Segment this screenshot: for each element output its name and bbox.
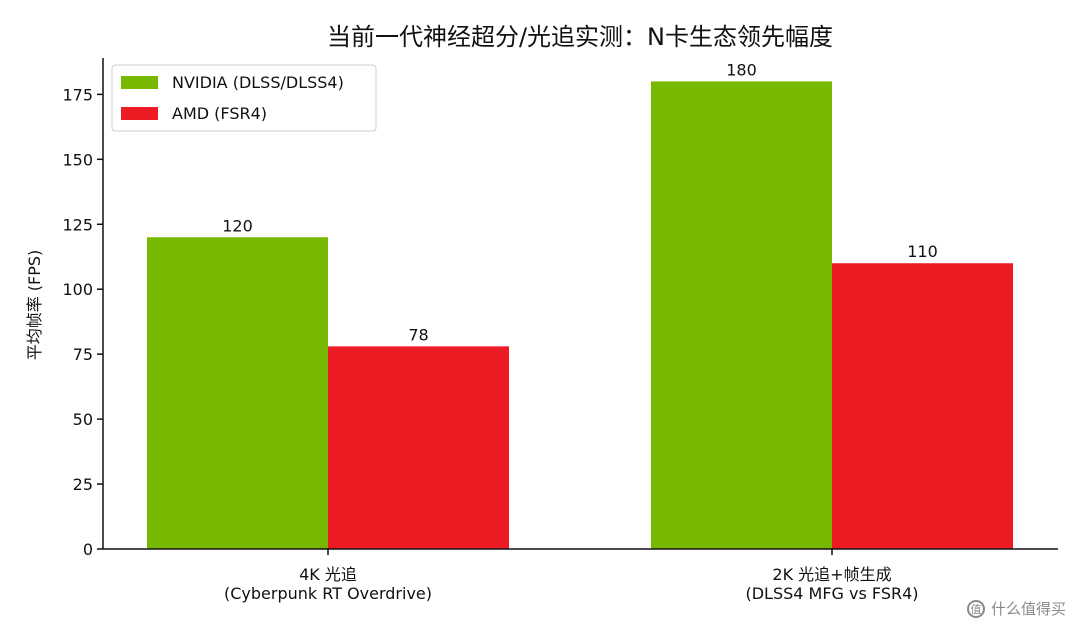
legend-label: NVIDIA (DLSS/DLSS4) [172, 73, 344, 92]
data-label: 110 [907, 242, 938, 261]
y-tick-label: 25 [73, 475, 93, 494]
data-label: 180 [726, 60, 757, 79]
legend-label: AMD (FSR4) [172, 104, 267, 123]
y-tick-label: 100 [62, 280, 93, 299]
y-axis-label: 平均帧率 (FPS) [25, 250, 44, 361]
chart-title: 当前一代神经超分/光追实测：N卡生态领先幅度 [327, 23, 833, 51]
legend: NVIDIA (DLSS/DLSS4) AMD (FSR4) [111, 64, 377, 132]
zhide-icon: 值 [966, 599, 985, 618]
y-tick-label: 50 [73, 410, 93, 429]
bar-amd [832, 263, 1013, 549]
legend-swatch [121, 76, 158, 89]
bar-amd [328, 346, 509, 549]
y-tick-label: 175 [62, 85, 93, 104]
y-tick-label: 150 [62, 150, 93, 169]
bar-nvidia [651, 81, 832, 549]
x-tick-label: (Cyberpunk RT Overdrive) [224, 584, 432, 603]
x-tick-label: 4K 光追 [299, 565, 357, 584]
y-tick-label: 125 [62, 215, 93, 234]
watermark-text: 什么值得买 [990, 600, 1066, 618]
y-tick-label: 0 [83, 540, 93, 559]
category-labels: 4K 光追(Cyberpunk RT Overdrive) 2K 光追+帧生成(D… [224, 549, 919, 603]
data-labels: 120 180 78 110 [222, 60, 938, 344]
legend-swatch [121, 107, 158, 120]
bars [147, 81, 1013, 549]
x-tick-label: (DLSS4 MFG vs FSR4) [745, 584, 918, 603]
data-label: 78 [408, 325, 428, 344]
legend-frame [111, 64, 377, 132]
y-tick-label: 75 [73, 345, 93, 364]
data-label: 120 [222, 216, 253, 235]
y-axis-ticks: 0 25 50 75 100 125 150 175 [62, 85, 103, 559]
watermark: 值 什么值得买 [966, 598, 1066, 619]
x-tick-label: 2K 光追+帧生成 [772, 565, 891, 584]
bar-nvidia [147, 237, 328, 549]
